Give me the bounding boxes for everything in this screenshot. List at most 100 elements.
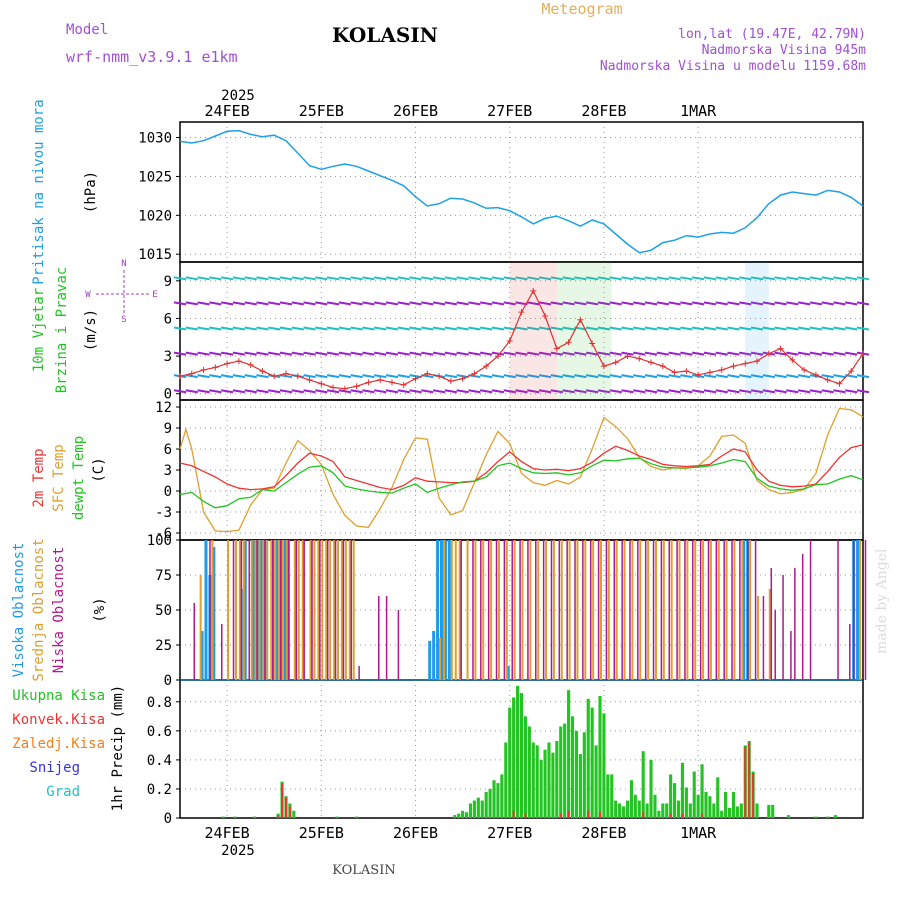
lonlat-label: lon,lat (19.47E, 42.79N) [678, 27, 866, 42]
wind-arrow [703, 374, 717, 379]
wind-arrow-row [173, 301, 870, 306]
wind-arrow [244, 301, 257, 306]
cloud-bar [490, 540, 493, 680]
wind-arrow [727, 389, 740, 394]
tsfc-label: SFC Temp [51, 444, 67, 511]
cloud-bar [340, 540, 343, 680]
wind-arrow [338, 351, 352, 356]
wind-arrow [562, 276, 575, 281]
wind-arrow [562, 351, 575, 356]
cloud-bar [212, 547, 216, 680]
watermark: made by Angel [874, 548, 890, 654]
cloud-bar [352, 540, 355, 680]
wind-arrow [609, 389, 622, 394]
wind-arrow [527, 351, 540, 356]
cloud-bar [692, 540, 694, 680]
wind-arrow [833, 389, 846, 394]
wind-arrow [374, 351, 387, 356]
cloud-bar [258, 540, 261, 680]
cloud-bar [731, 540, 733, 680]
rain-total-bar [637, 800, 641, 818]
y-tick-label: 1020 [138, 208, 172, 224]
cloud-bar [560, 540, 563, 680]
rain-total-bar [684, 787, 688, 818]
cloud-bar [503, 540, 506, 680]
wind-arrow [244, 389, 257, 394]
rain-total-bar [704, 791, 708, 818]
wind-arrow [444, 301, 458, 306]
y-tick-label: 6 [164, 311, 172, 327]
wind-arrow [633, 374, 646, 379]
model-label: Model [66, 22, 108, 38]
wind-arrow [762, 301, 775, 306]
rain-total-bar [500, 774, 504, 818]
wind-arrow [656, 301, 669, 306]
cloud-bar [717, 540, 720, 680]
cloud-bar [250, 540, 253, 680]
wind-speed-marker [212, 364, 219, 371]
cloud-bar [428, 640, 432, 680]
wind-arrow [385, 374, 399, 379]
wind-speed-marker [824, 376, 831, 383]
wind-arrow [385, 389, 399, 394]
wind-arrow [468, 301, 481, 306]
cloud-bar [733, 540, 736, 680]
rain-total-bar [496, 783, 500, 818]
wind-arrow [833, 301, 846, 306]
wind-arrow [409, 276, 422, 281]
y-tick-label: -6 [155, 526, 172, 542]
wind-arrow [197, 389, 210, 394]
wind-arrow [762, 389, 775, 394]
rain-total-bar [669, 774, 673, 818]
rain-conv-bar [567, 810, 570, 818]
cloud-bar [232, 540, 235, 680]
wind-arrow [550, 276, 563, 281]
wind-arrow [432, 301, 446, 306]
rain-total-bar [688, 803, 692, 818]
y-tick-label: 0 [164, 484, 172, 500]
wind-arrow [680, 389, 693, 394]
wind-arrow [644, 351, 658, 356]
cloud-bar [334, 540, 337, 680]
wind-arrow [173, 276, 187, 281]
rain-total-bar [457, 813, 461, 818]
wind-arrow [209, 351, 222, 356]
wind-arrow [244, 276, 257, 281]
wind-arrow [303, 326, 316, 331]
cloud-bar [670, 540, 673, 680]
y-tick-label: 3 [164, 463, 172, 479]
cloud-bar [242, 540, 245, 680]
cloud-bar [644, 540, 647, 680]
wind-speed-marker [801, 366, 808, 373]
wind-arrow [727, 276, 740, 281]
wind-arrow [503, 326, 516, 331]
cloud-bar [545, 540, 548, 680]
wind-speed-marker [365, 379, 372, 386]
rain-total-bar [724, 791, 728, 818]
y-tick-label: -3 [155, 505, 172, 521]
wind-arrow [786, 301, 799, 306]
wind-arrow [845, 276, 858, 281]
y-tick-label: 0.4 [147, 753, 172, 769]
rain-total-bar [826, 816, 830, 818]
rain-total-bar [476, 797, 480, 818]
wind-arrow [739, 301, 752, 306]
wind-arrow [574, 374, 587, 379]
wind-arrow [268, 276, 281, 281]
rain-total-bar [292, 810, 296, 818]
wind-arrow [739, 389, 752, 394]
rain-conv-bar [587, 810, 590, 818]
wind-arrow [750, 301, 764, 306]
wind-arrow [350, 351, 363, 356]
wind-speed-marker [318, 380, 325, 387]
wind-arrow [668, 276, 681, 281]
wind-speed-marker [836, 380, 843, 387]
wind-speed-marker [577, 316, 584, 323]
wind-arrow [703, 276, 717, 281]
wind-arrow [491, 301, 505, 306]
y-tick-label: 1030 [138, 131, 172, 147]
wind-arrow [315, 276, 328, 281]
wind-arrow [845, 351, 858, 356]
cloud-bar [757, 596, 760, 680]
wind-speed-marker [436, 373, 443, 380]
